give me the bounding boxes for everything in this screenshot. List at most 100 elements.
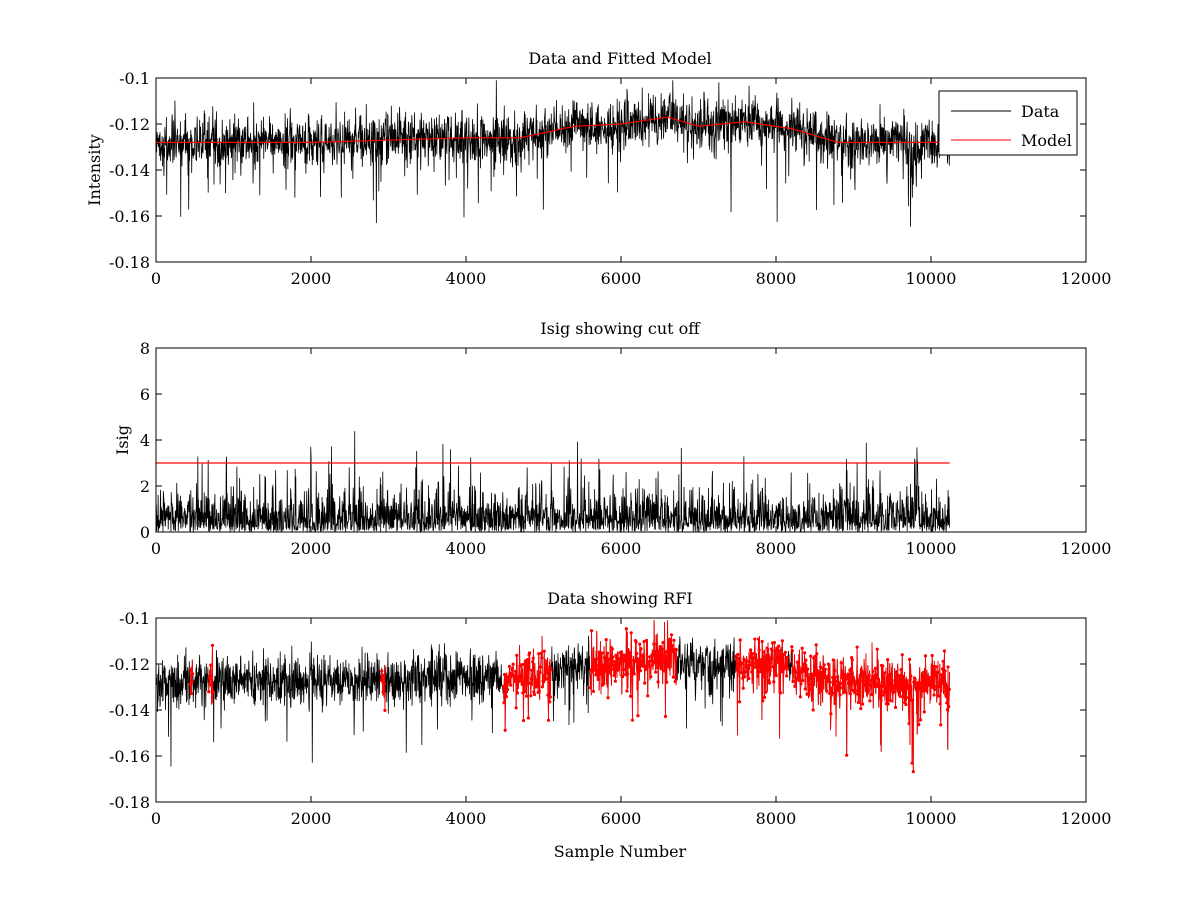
panel-2-flagged-marker: [640, 661, 644, 665]
panel-2-flagged-marker: [858, 678, 862, 682]
panel-2-flagged-marker: [590, 670, 594, 674]
panel-2-flagged-marker: [616, 662, 621, 666]
panel-0-ytick-label: -0.12: [109, 115, 150, 134]
panel-2-flagged-marker: [588, 686, 592, 690]
panel-2-flagged-marker: [824, 689, 829, 693]
panel-2-flagged-marker: [628, 651, 632, 655]
panel-0-ytick-label: -0.14: [109, 161, 150, 180]
panel-2-flagged-marker: [644, 665, 648, 669]
panel-2-flagged-marker: [892, 686, 896, 690]
panel-2-flagged-marker: [749, 656, 753, 660]
panel-2-flagged-marker: [833, 701, 837, 706]
panel-2-flagged-marker: [898, 694, 903, 699]
panel-2-flagged-marker: [505, 683, 509, 687]
panel-2-flagged-marker: [661, 640, 665, 645]
panel-1-xtick-label: 8000: [756, 539, 797, 558]
panel-1-ylabel: Isig: [113, 425, 132, 455]
panel-2-flagged-marker: [514, 706, 518, 710]
panel-2-flagged-marker: [646, 694, 650, 698]
panel-2-flagged-marker: [619, 660, 623, 665]
panel-2-flagged-marker: [608, 657, 613, 661]
panel-2-flagged-marker: [885, 675, 889, 679]
panel-2-flagged-marker: [777, 649, 781, 653]
panel-2-flagged-marker: [767, 679, 771, 683]
panel-2-flagged-marker: [929, 680, 933, 684]
panel-2-flagged-marker: [851, 688, 855, 692]
panel-1-xtick-label: 12000: [1061, 539, 1112, 558]
panel-2-flagged-marker: [623, 653, 627, 657]
panel-2-flagged-marker: [944, 694, 948, 699]
panel-2-flagged-marker: [188, 682, 192, 686]
panel-2-flagged-marker: [895, 686, 900, 690]
panel-2-flagged-marker: [936, 694, 940, 698]
panel-2-ytick-label: -0.12: [109, 655, 150, 674]
panel-2-flagged-marker: [207, 690, 211, 694]
panel-2-flagged-marker: [945, 708, 950, 712]
panel-2-flagged-marker: [879, 693, 883, 697]
panel-2-flagged-marker: [811, 708, 815, 712]
panel-2-flagged-marker: [840, 682, 845, 686]
panel-2-flagged-marker: [920, 674, 925, 678]
panel-2-flagged-marker: [830, 691, 834, 695]
panel-2-flagged-marker: [793, 684, 797, 689]
panel-2-flagged-marker: [818, 684, 822, 688]
panel-2-flagged-marker: [209, 676, 213, 680]
panel-2-flagged-marker: [786, 666, 790, 670]
panel-2-flagged-marker: [672, 638, 676, 642]
panel-2-flagged-marker: [190, 680, 194, 684]
panel-2-flagged-marker: [882, 693, 886, 697]
panel-2-flagged-marker: [908, 657, 912, 661]
panel-2-flagged-marker: [191, 672, 195, 676]
panel-2-flagged-marker: [595, 657, 599, 661]
panel-2-flagged-marker: [622, 667, 626, 672]
panel-2-flagged-marker: [668, 637, 672, 641]
panel-2-flagged-marker: [884, 686, 888, 690]
legend: Data Model: [938, 90, 1078, 156]
panel-2-flagged-marker: [382, 682, 386, 686]
panel-2-flagged-marker: [782, 667, 786, 671]
panel-2-flagged-marker: [638, 669, 643, 673]
panel-2-flagged-marker: [620, 674, 624, 679]
panel-2-flagged-marker: [873, 685, 877, 689]
panel-2-flagged-marker: [546, 693, 550, 697]
panel-2-flagged-marker: [886, 658, 890, 662]
panel-2-flagged-marker: [606, 696, 610, 700]
panel-2-flagged-marker: [657, 664, 661, 668]
panel-2-flagged-marker: [635, 651, 639, 656]
panel-isig: Isig showing cut off Isig 0 2000 4000 6000 8…: [113, 319, 1111, 558]
panel-2-flagged-marker: [651, 663, 655, 667]
panel-2-flagged-marker: [808, 686, 812, 691]
panel-2-flagged-marker: [908, 677, 912, 682]
panel-2-flagged-marker: [810, 683, 814, 687]
panel-2-flagged-marker: [650, 654, 654, 659]
panel-2-flagged-marker: [750, 670, 754, 674]
panel-1-ytick-label: 8: [140, 339, 150, 358]
panel-2-flagged-marker: [924, 686, 928, 690]
panel-2-flagged-marker: [934, 684, 939, 689]
panel-2-flagged-marker: [521, 718, 526, 723]
panel-2-flagged-marker: [522, 662, 526, 666]
panel-2-flagged-marker: [618, 657, 622, 661]
panel-2-flagged-marker: [531, 656, 535, 660]
panel-2-flagged-marker: [529, 694, 533, 698]
panel-2-flagged-marker: [506, 676, 510, 680]
panel-1-series-group: [156, 431, 950, 532]
legend-box: [938, 90, 1078, 156]
panel-0-ticks: 0 2000 4000 6000 8000 10000 12000 -0.18 -0.16 -0.…: [109, 69, 1111, 288]
panel-2-flagged-marker: [772, 641, 777, 645]
panel-2-flagged-marker: [875, 647, 879, 651]
panel-2-flagged-marker: [736, 652, 740, 657]
panel-2-flagged-marker: [877, 680, 881, 685]
panel-2-flagged-marker: [780, 639, 784, 643]
panel-2-flagged-marker: [604, 638, 608, 642]
panel-2-flagged-marker: [859, 668, 863, 672]
panel-1-ticks: 0 2000 4000 6000 8000 10000 12000 0 2 4 6 8: [140, 339, 1112, 558]
panel-2-flagged-marker: [917, 723, 921, 727]
panel-2-flagged-marker: [503, 728, 507, 732]
panel-1-xtick-label: 10000: [906, 539, 957, 558]
panel-2-flagged-marker: [665, 680, 669, 684]
panel-2-flagged-marker: [813, 654, 817, 659]
panel-0-xtick-label: 4000: [446, 269, 487, 288]
panel-2-flagged-marker: [834, 688, 838, 692]
panel-2-flagged-marker: [831, 675, 835, 680]
